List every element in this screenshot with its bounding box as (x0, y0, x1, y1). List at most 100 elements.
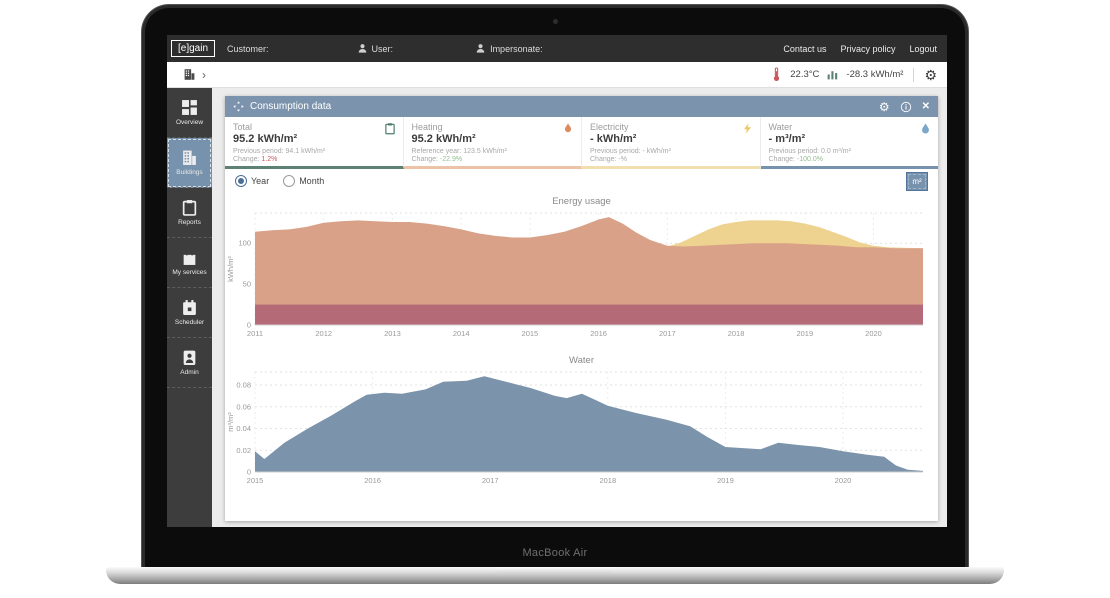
privacy-policy-link[interactable]: Privacy policy (840, 43, 896, 54)
card-change: Change: 1.2% (233, 155, 278, 163)
logout-link[interactable]: Logout (909, 43, 937, 54)
svg-text:0.06: 0.06 (236, 402, 251, 411)
topbar: [e]gain Customer: User: Impersonate: Con… (167, 35, 947, 62)
laptop-base (106, 567, 1004, 584)
close-icon[interactable]: ✕ (921, 101, 930, 112)
svg-text:kWh/m²: kWh/m² (226, 256, 235, 282)
card-secondary: Previous period: - kWh/m² (590, 147, 671, 155)
card-value: - m³/m² (768, 133, 806, 145)
drop-icon (922, 123, 929, 134)
card-heating[interactable]: Heating 95.2 kWh/m² Reference year: 123.… (403, 117, 582, 169)
bolt-icon (743, 123, 751, 134)
chart-controls: Year Month m² (225, 169, 938, 193)
card-total[interactable]: Total 95.2 kWh/m² Previous period: 94.1 … (225, 117, 404, 169)
svg-text:m³/m²: m³/m² (226, 412, 235, 432)
card-label: Heating (411, 122, 443, 132)
customer-label: Customer: (227, 43, 269, 54)
clipboard-icon (182, 200, 197, 216)
building-icon (183, 150, 196, 165)
sidebar-item-reports[interactable]: Reports (167, 188, 212, 238)
radio-month-dot[interactable] (283, 175, 296, 187)
breadcrumb: › (167, 68, 206, 82)
svg-text:0: 0 (247, 468, 251, 477)
bag-icon (183, 249, 196, 265)
grid-icon (182, 100, 197, 115)
sidebar: Overview Buildings Reports My services S… (167, 88, 212, 527)
water-chart-plot[interactable]: 0 0.02 0.04 0.06 0.08 2015 2016 2017 2018 2019 202… (225, 368, 938, 493)
settings-gear-icon[interactable]: ⚙ (924, 66, 937, 83)
card-change: Change: -100.0% (768, 155, 824, 163)
card-change: Change: -22.9% (411, 155, 463, 163)
building-icon[interactable] (183, 68, 196, 81)
clipboard-icon (384, 123, 395, 135)
svg-text:2015: 2015 (522, 329, 539, 338)
radio-month-label: Month (299, 176, 325, 186)
card-value: - kWh/m² (590, 133, 637, 145)
impersonate-field[interactable]: Impersonate: (475, 43, 543, 54)
svg-text:2012: 2012 (315, 329, 332, 338)
sidebar-item-overview[interactable]: Overview (167, 88, 212, 138)
svg-text:2016: 2016 (364, 476, 381, 485)
calendar-icon (183, 300, 196, 315)
svg-text:2016: 2016 (590, 329, 607, 338)
card-secondary: Reference year: 123.5 kWh/m² (411, 147, 507, 155)
card-label: Electricity (590, 122, 629, 132)
water-chart-title: Water (569, 355, 594, 366)
energy-usage-chart: Energy usage 0 50 100 2011 2012 2013 2014 2015 2… (225, 195, 938, 346)
sidebar-item-label: Overview (175, 119, 204, 126)
svg-text:2020: 2020 (865, 329, 882, 338)
toolbar-divider (913, 67, 915, 82)
person-icon (183, 350, 196, 365)
svg-text:2013: 2013 (384, 329, 401, 338)
gear-icon[interactable]: ⚙ (878, 99, 890, 114)
radio-month[interactable]: Month (283, 175, 324, 187)
radio-year-dot[interactable] (235, 175, 247, 187)
info-icon[interactable] (900, 101, 912, 113)
svg-text:2019: 2019 (717, 476, 734, 485)
card-value: 95.2 kWh/m² (233, 133, 298, 145)
svg-text:0.08: 0.08 (236, 381, 251, 390)
main-area: Overview Buildings Reports My services S… (167, 88, 947, 527)
move-icon[interactable] (233, 101, 244, 112)
sidebar-item-buildings[interactable]: Buildings (167, 138, 212, 188)
card-secondary: Previous period: 94.1 kWh/m² (233, 147, 326, 155)
svg-text:2017: 2017 (482, 476, 499, 485)
panel-title: Consumption data (250, 101, 332, 112)
summary-cards: Total 95.2 kWh/m² Previous period: 94.1 … (225, 117, 938, 169)
radio-year[interactable]: Year (235, 175, 269, 187)
card-label: Water (768, 122, 793, 132)
user-field[interactable]: User: (357, 43, 394, 54)
svg-text:2014: 2014 (453, 329, 470, 338)
customer-field[interactable]: Customer: (227, 44, 269, 54)
sidebar-item-my-services[interactable]: My services (167, 238, 212, 288)
card-label: Total (233, 122, 253, 132)
status-readings: 22.3°C -28.3 kWh/m² ⚙ (770, 67, 947, 82)
consumption-panel: Consumption data ⚙ ✕ Total 95.2 kWh/m² P… (225, 96, 938, 521)
energy-chart-plot[interactable]: 0 50 100 2011 2012 2013 2014 2015 2016 2017 2018 20… (225, 209, 938, 346)
bar-chart-icon (828, 71, 838, 80)
svg-text:50: 50 (243, 280, 251, 289)
topbar-links: Contact us Privacy policy Logout (783, 44, 937, 54)
svg-text:2017: 2017 (659, 329, 676, 338)
card-water[interactable]: Water - m³/m² Previous period: 0.0 m³/m²… (760, 117, 938, 169)
svg-text:2011: 2011 (247, 329, 263, 338)
panel-header[interactable]: Consumption data ⚙ ✕ (225, 96, 938, 117)
sidebar-item-scheduler[interactable]: Scheduler (167, 288, 212, 338)
sidebar-item-label: My services (172, 269, 207, 276)
svg-text:2020: 2020 (835, 476, 852, 485)
unit-m2-button[interactable]: m² (906, 171, 928, 191)
svg-text:2018: 2018 (599, 476, 616, 485)
status-toolbar: › 22.3°C -28.3 kWh/m² ⚙ (167, 62, 947, 88)
card-electricity[interactable]: Electricity - kWh/m² Previous period: - … (582, 117, 761, 169)
laptop-lid-notch (495, 567, 615, 574)
svg-text:0: 0 (247, 321, 251, 330)
egain-logo: [e]gain (171, 40, 216, 57)
water-chart: Water 0 0.02 0.04 0.06 0.08 2015 2016 2017 2018 2… (225, 354, 938, 493)
svg-text:0.04: 0.04 (236, 424, 251, 433)
user-label: User: (371, 43, 394, 54)
card-change: Change: -% (590, 155, 627, 163)
sidebar-item-admin[interactable]: Admin (167, 338, 212, 388)
contact-us-link[interactable]: Contact us (783, 43, 827, 54)
svg-text:2015: 2015 (247, 476, 264, 485)
sidebar-item-label: Buildings (176, 169, 203, 176)
